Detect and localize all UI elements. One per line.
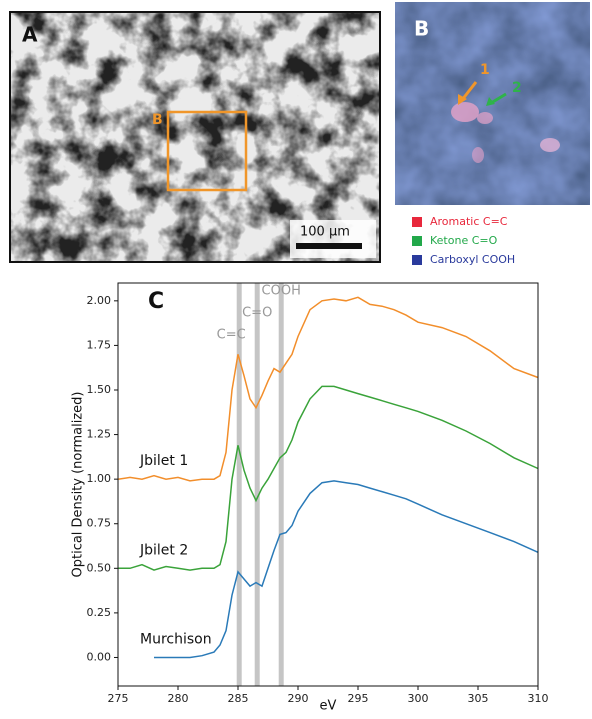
scale-bar <box>296 243 362 249</box>
x-axis-label: eV <box>320 699 337 714</box>
y-tick-label: 1.25 <box>87 428 112 441</box>
arrow <box>490 92 507 105</box>
legend-label: Ketone C=O <box>430 234 498 247</box>
y-tick-label: 0.75 <box>87 517 112 530</box>
series-line <box>154 480 539 659</box>
series-line <box>118 385 539 571</box>
blob <box>540 138 560 152</box>
plot-frame <box>117 282 539 687</box>
series-label: Murchison <box>140 631 212 647</box>
legend-swatch <box>412 255 422 265</box>
y-tick-label: 1.50 <box>87 383 112 396</box>
x-tick-label: 305 <box>468 692 489 705</box>
arrowhead <box>458 94 467 105</box>
y-tick-label: 0.25 <box>87 606 112 619</box>
y-tick-label: 1.75 <box>87 338 112 351</box>
series-line <box>117 296 539 482</box>
chart: C C=C C=O COOH Jbilet 1 Jbilet 2 Murchison 275 2… <box>71 282 549 714</box>
panel-label: B <box>414 17 429 41</box>
arrow <box>460 81 478 101</box>
band-label: C=C <box>217 328 246 343</box>
scale-bar-bg <box>290 220 376 258</box>
panel-label: C <box>148 289 164 314</box>
panel-label: A <box>22 23 38 47</box>
x-tick-label: 310 <box>528 692 549 705</box>
x-tick-label: 280 <box>168 692 189 705</box>
blob <box>477 112 493 124</box>
legend-label: Carboxyl COOH <box>430 253 515 266</box>
arrowhead <box>486 97 495 106</box>
energy-band <box>254 283 260 686</box>
band-label: COOH <box>262 284 301 299</box>
arrow-label: 1 <box>480 62 490 78</box>
x-tick-label: 285 <box>228 692 249 705</box>
zoom-box-label: B <box>152 112 163 128</box>
legend: Aromatic C=C Ketone C=O Carboxyl COOH <box>412 215 515 266</box>
y-axis-label: Optical Density (normalized) <box>71 392 86 578</box>
panel-a: A B 100 µm <box>9 11 381 263</box>
blob <box>472 147 484 163</box>
band-label: C=O <box>242 306 272 321</box>
x-tick-label: 290 <box>288 692 309 705</box>
energy-band <box>278 283 284 686</box>
x-tick-label: 300 <box>408 692 429 705</box>
legend-label: Aromatic C=C <box>430 215 508 228</box>
panel-border <box>9 11 381 263</box>
y-tick-label: 0.00 <box>87 650 112 663</box>
blob <box>451 102 479 122</box>
energy-band <box>236 283 242 686</box>
zoom-box <box>166 110 248 192</box>
arrow-label: 2 <box>512 80 522 96</box>
y-tick-label: 2.00 <box>87 294 112 307</box>
legend-swatch <box>412 236 422 246</box>
x-tick-label: 295 <box>348 692 369 705</box>
legend-swatch <box>412 217 422 227</box>
series-label: Jbilet 1 <box>139 453 188 469</box>
series-label: Jbilet 2 <box>139 542 188 558</box>
x-tick-label: 275 <box>108 692 129 705</box>
y-tick-label: 1.00 <box>87 472 112 485</box>
y-tick-label: 0.50 <box>87 561 112 574</box>
panel-b: B 1 2 Aromatic C=C Ketone C=O Carboxyl COO… <box>395 2 590 266</box>
scale-bar-label: 100 µm <box>300 225 350 240</box>
